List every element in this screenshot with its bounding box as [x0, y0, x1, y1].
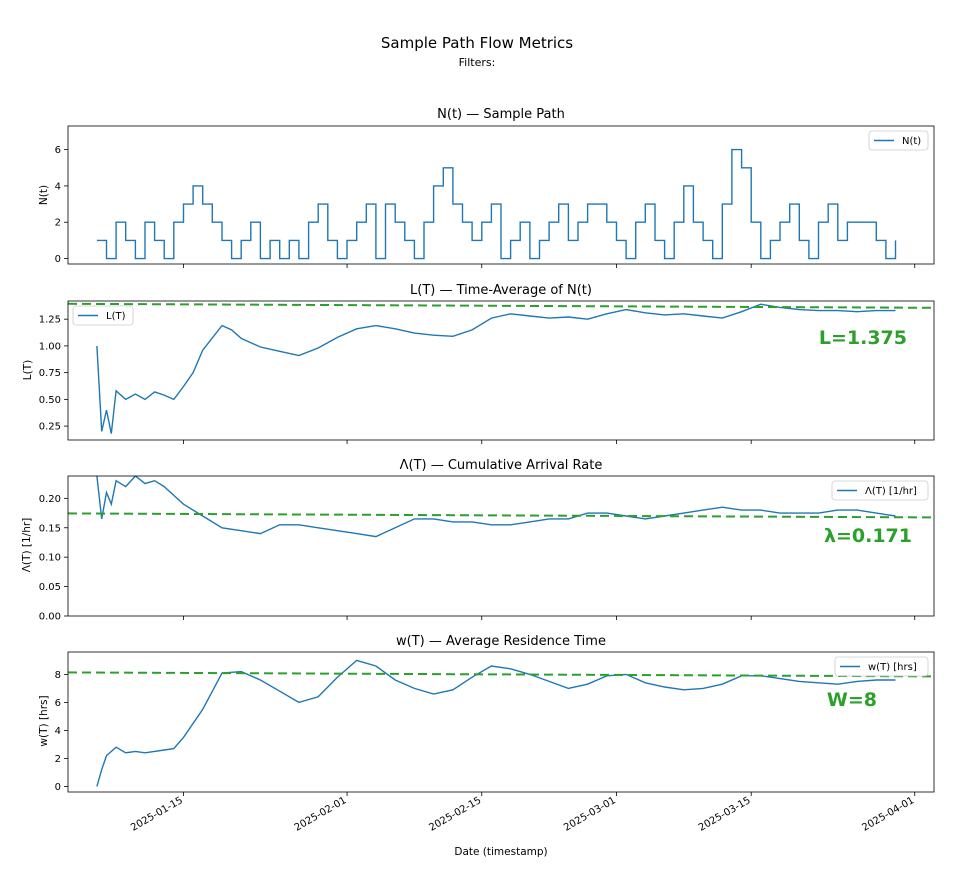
legend: w(T) [hrs] [834, 656, 929, 677]
y-tick-label: 0.75 [39, 368, 61, 379]
legend-label: N(t) [902, 136, 921, 147]
y-tick-label: 1.25 [39, 315, 61, 326]
y-tick-label: 0.50 [39, 395, 61, 406]
reference-label: λ=0.171 [824, 525, 912, 547]
y-tick-label: 0 [55, 782, 61, 793]
legend-box [72, 305, 134, 326]
panel-title: L(T) — Time-Average of N(t) [410, 283, 592, 298]
series-line [96, 303, 896, 434]
legend: L(T) [72, 305, 134, 326]
y-tick-label: 2 [55, 754, 61, 765]
n-sample-path-panel: N(t) — Sample Path N(t) 0 2 4 6 N(t) [38, 107, 935, 268]
y-axis-label: L(T) [22, 360, 34, 380]
x-tick-label: 2025-01-15 [129, 795, 185, 834]
y-tick-label: 0 [55, 254, 61, 265]
y-tick-label: 0.05 [39, 582, 61, 593]
legend-box [834, 656, 929, 677]
y-axis-label: N(t) [38, 185, 50, 205]
reference-label: W=8 [827, 689, 877, 711]
y-tick-label: 0.20 [39, 494, 61, 505]
legend-label: w(T) [hrs] [868, 662, 917, 673]
y-tick-label: 4 [55, 181, 61, 192]
y-tick-label: 0.10 [39, 553, 61, 564]
arrival-rate-panel: Λ(T) — Cumulative Arrival Rate Λ(T) [1/h… [21, 458, 935, 623]
legend-label: L(T) [106, 311, 126, 322]
legend: N(t) [868, 130, 929, 151]
residence-time-panel: w(T) — Average Residence Time w(T) [hrs]… [38, 634, 935, 796]
x-axis-label: Date (timestamp) [454, 846, 547, 858]
y-tick-label: 2 [55, 218, 61, 229]
legend-box [831, 480, 929, 501]
reference-line [67, 512, 935, 519]
series-line [96, 659, 896, 787]
time-average-panel: L(T) — Time-Average of N(t) L(T) 0.25 0.5… [22, 283, 935, 444]
y-tick-label: 4 [55, 726, 61, 737]
x-tick-label: 2025-02-15 [427, 795, 483, 834]
reference-line [67, 302, 935, 309]
axes-frame [67, 651, 935, 793]
figure-title: Sample Path Flow Metrics [381, 34, 573, 52]
panel-title: w(T) — Average Residence Time [396, 634, 606, 649]
plot-area: 0.25 0.50 0.75 1.00 1.25 L=1.375 L(T) [39, 300, 935, 444]
axes-frame [67, 125, 935, 265]
x-tick-label: 2025-04-01 [860, 795, 916, 834]
y-axis-label: Λ(T) [1/hr] [21, 518, 33, 573]
y-tick-label: 1.00 [39, 341, 61, 352]
y-tick-label: 0.15 [39, 523, 61, 534]
reference-label: L=1.375 [819, 327, 907, 349]
plot-area: 0 2 4 6 N(t) [55, 125, 935, 268]
legend: Λ(T) [1/hr] [831, 480, 929, 501]
series-line [96, 476, 896, 538]
y-tick-label: 6 [55, 145, 61, 156]
figure-subtitle: Filters: [459, 56, 496, 69]
axes-frame [67, 300, 935, 441]
plot-area: 0.00 0.05 0.10 0.15 0.20 λ=0.171 Λ(T) [1/hr] [39, 475, 935, 623]
y-tick-label: 6 [55, 698, 61, 709]
plot-area: 0 2 4 6 8 W=8 w(T) [hrs] [55, 651, 935, 796]
legend-label: Λ(T) [1/hr] [865, 486, 917, 497]
panel-title: N(t) — Sample Path [437, 107, 565, 122]
y-tick-label: 0.25 [39, 422, 61, 433]
x-tick-label: 2025-02-01 [293, 795, 349, 834]
legend-box [868, 130, 929, 151]
x-tick-label: 2025-03-15 [697, 795, 753, 834]
reference-line [67, 671, 935, 678]
y-tick-label: 8 [55, 670, 61, 681]
axes-frame [67, 475, 935, 617]
x-tick-label: 2025-03-01 [562, 795, 618, 834]
y-tick-label: 0.00 [39, 612, 61, 623]
panel-title: Λ(T) — Cumulative Arrival Rate [400, 458, 603, 473]
series-line [96, 148, 897, 260]
x-axis-ticks: 2025-01-15 2025-02-01 2025-02-15 2025-03-01… [129, 795, 916, 834]
y-axis-label: w(T) [hrs] [38, 695, 50, 746]
